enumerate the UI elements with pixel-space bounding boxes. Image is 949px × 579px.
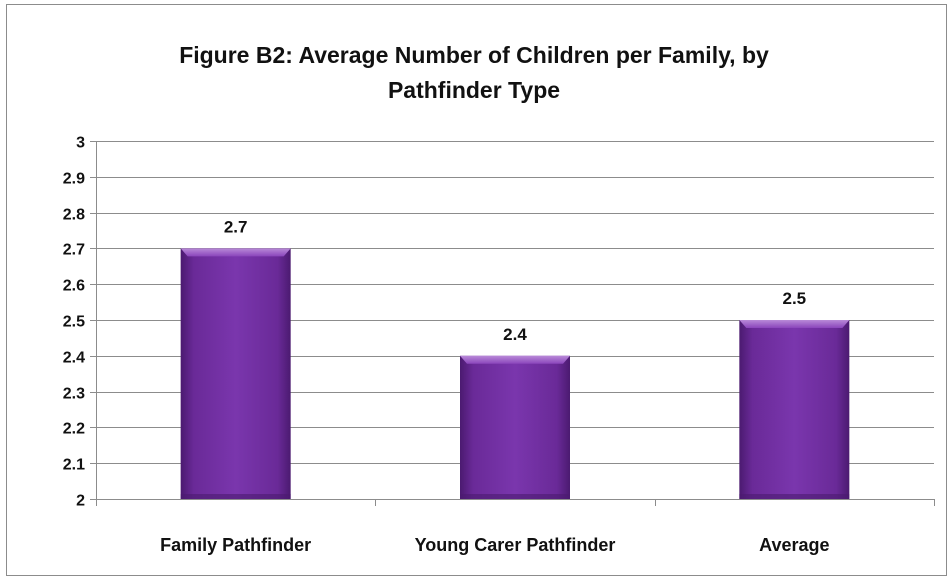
y-tick-label: 2.6 xyxy=(63,278,85,295)
y-tick-label: 2.5 xyxy=(63,314,85,331)
y-tick-label: 2.3 xyxy=(63,386,85,403)
x-category-label: Family Pathfinder xyxy=(160,535,311,555)
y-tick-label: 2.7 xyxy=(63,242,85,259)
bar-family-pathfinder xyxy=(180,248,291,499)
bar-bevel xyxy=(180,248,291,257)
bar-bevel xyxy=(739,320,850,328)
bars xyxy=(180,248,850,499)
bar-shadow xyxy=(739,494,850,499)
y-tick-label: 2.9 xyxy=(63,171,85,188)
y-tick-label: 2.2 xyxy=(63,421,85,438)
y-tick-label: 2.8 xyxy=(63,207,85,224)
bar-body xyxy=(739,320,850,499)
x-category-label: Young Carer Pathfinder xyxy=(415,535,616,555)
y-axis-tick-labels: 2 2.1 2.2 2.3 2.4 2.5 2.6 2.7 2.8 2.9 3 xyxy=(63,135,85,510)
axes xyxy=(90,141,935,506)
bar-bevel xyxy=(460,355,570,364)
x-category-label: Average xyxy=(759,535,829,555)
x-axis-category-labels: Family Pathfinder Young Carer Pathfinder A… xyxy=(160,535,829,555)
y-tick-label: 3 xyxy=(76,135,85,152)
data-label: 2.7 xyxy=(224,217,248,236)
data-labels: 2.7 2.4 2.5 xyxy=(224,217,806,343)
bar-young-carer-pathfinder xyxy=(460,355,570,499)
y-tick-label: 2 xyxy=(76,493,85,510)
y-tick-label: 2.1 xyxy=(63,457,85,474)
bar-shadow xyxy=(460,494,570,499)
chart-title-line-1: Figure B2: Average Number of Children pe… xyxy=(179,42,769,68)
bar-body xyxy=(180,248,291,499)
bar-body xyxy=(460,355,570,499)
y-tick-label: 2.4 xyxy=(63,350,85,367)
data-label: 2.4 xyxy=(503,325,527,344)
data-label: 2.5 xyxy=(783,289,807,308)
bar-average xyxy=(739,320,850,499)
chart-title-line-2: Pathfinder Type xyxy=(388,77,560,103)
bar-shadow xyxy=(180,494,291,499)
